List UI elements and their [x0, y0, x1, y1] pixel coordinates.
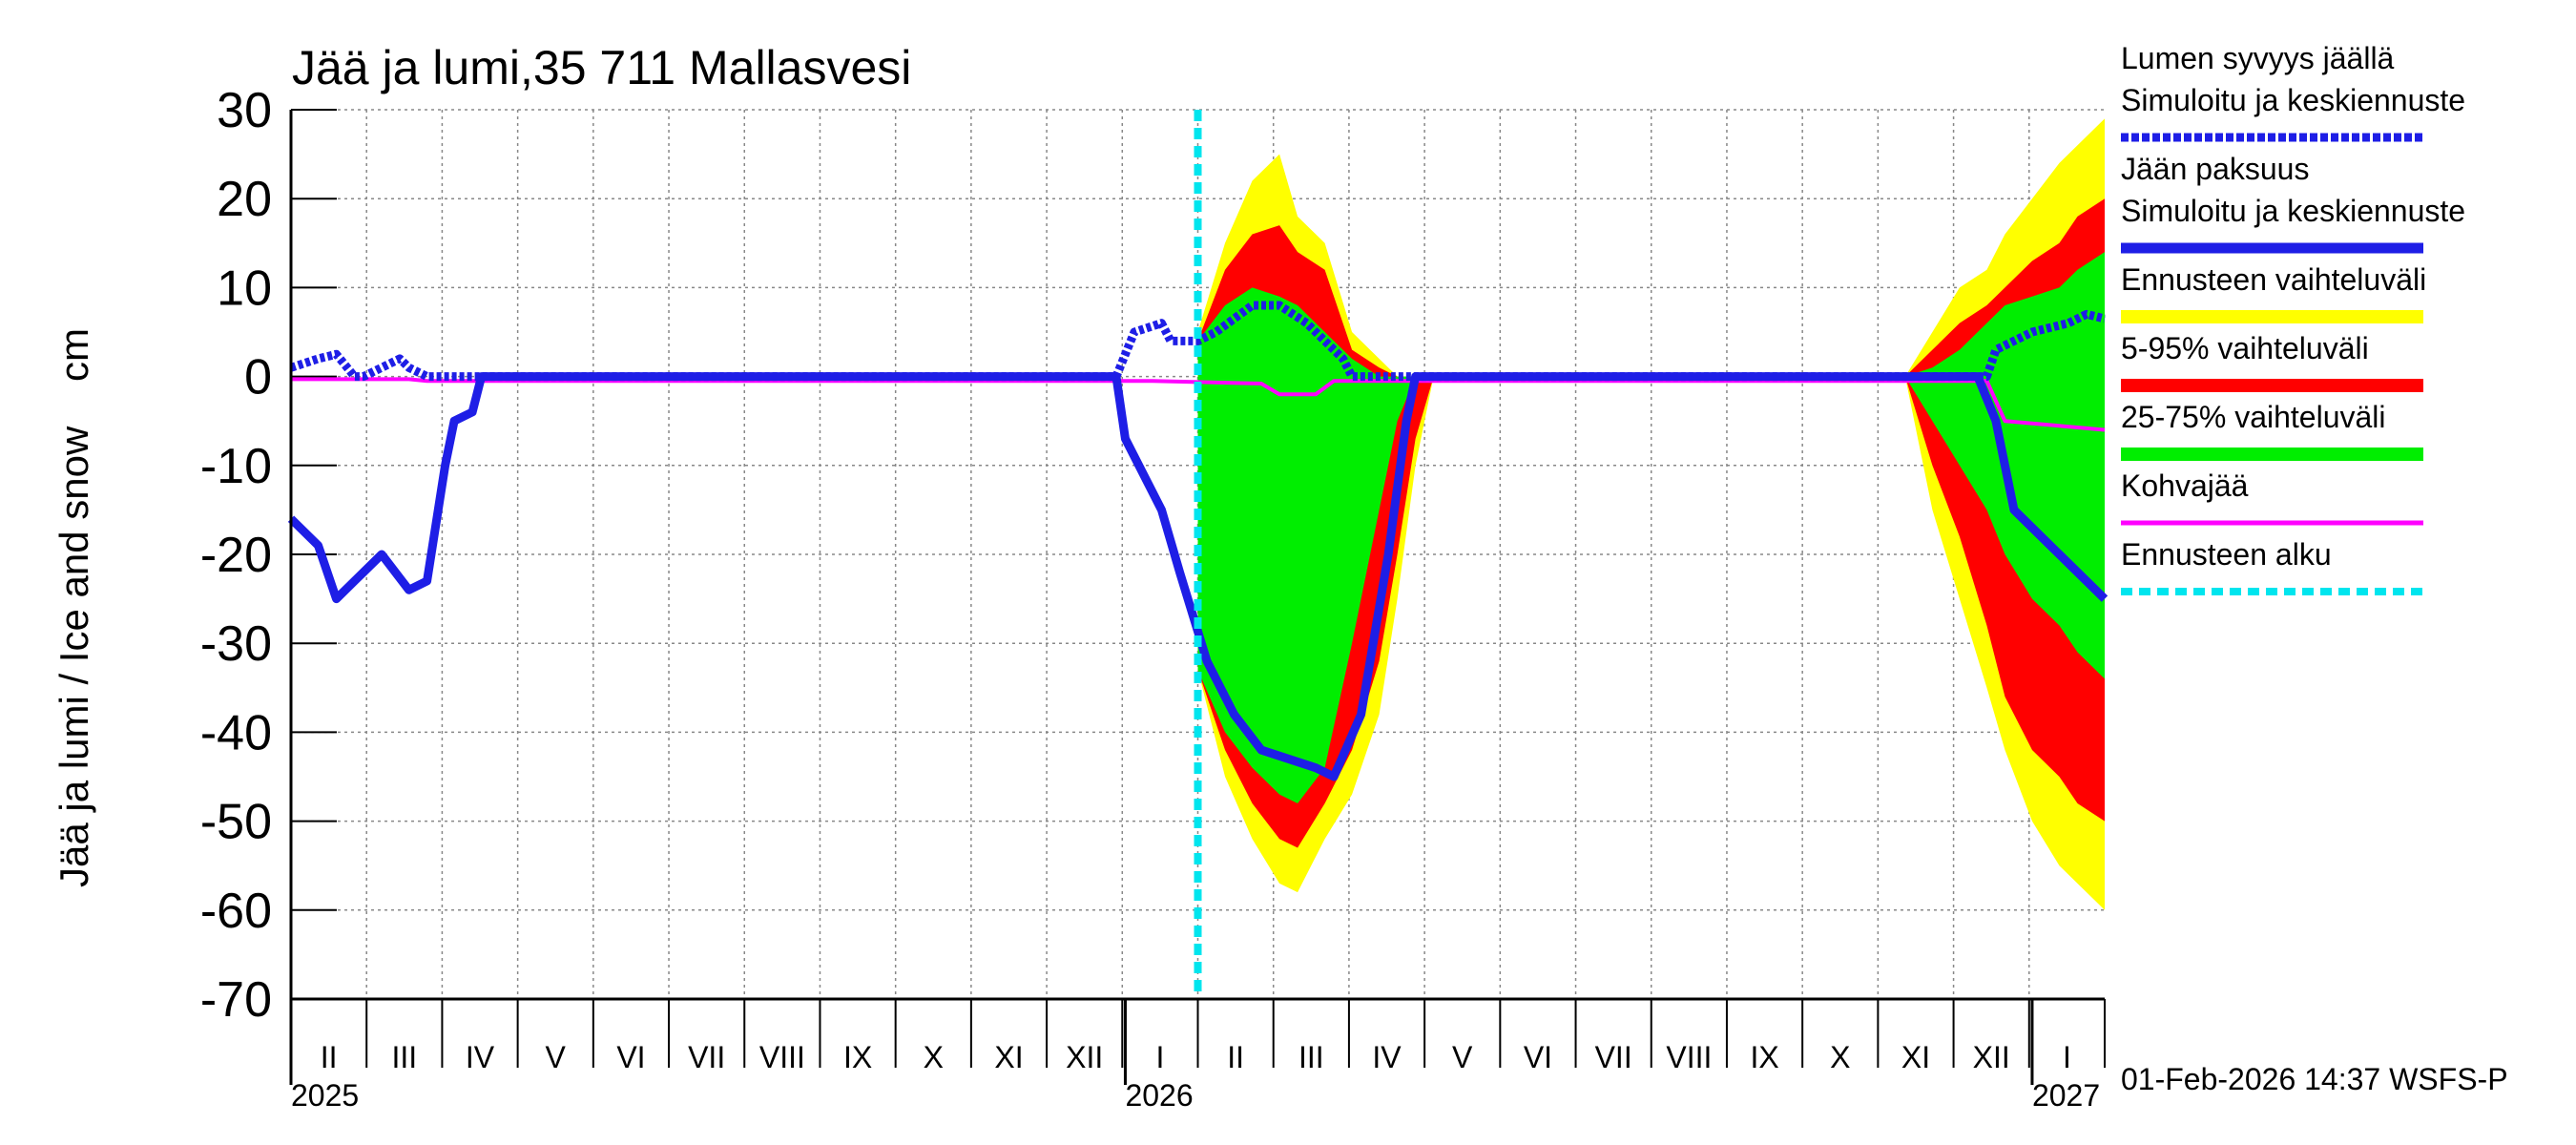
month-label: III	[391, 1040, 417, 1074]
legend-label: Ennusteen vaihteluväli	[2121, 262, 2426, 297]
chart-title: Jää ja lumi,35 711 Mallasvesi	[292, 41, 911, 94]
month-label: VII	[688, 1040, 725, 1074]
month-label: II	[321, 1040, 338, 1074]
series-line	[287, 372, 2109, 781]
legend-label: Kohvajää	[2121, 468, 2249, 503]
x-tick-label: 2025	[291, 1078, 359, 1113]
legend-label: Ennusteen alku	[2121, 537, 2332, 572]
legend-label: 5-95% vaihteluväli	[2121, 331, 2369, 365]
month-label: I	[1155, 1040, 1164, 1074]
month-label: XII	[1973, 1040, 2010, 1074]
month-label: XII	[1066, 1040, 1103, 1074]
month-label: V	[546, 1040, 567, 1074]
month-label: VI	[616, 1040, 645, 1074]
month-label: IV	[466, 1040, 495, 1074]
month-label: II	[1227, 1040, 1244, 1074]
month-label: VIII	[759, 1040, 805, 1074]
y-tick-label: -50	[200, 795, 272, 850]
y-tick-label: 10	[217, 260, 272, 316]
month-label: X	[924, 1040, 944, 1074]
series-line	[291, 377, 2106, 432]
y-tick-label: 30	[217, 83, 272, 138]
y-tick-label: -60	[200, 884, 272, 939]
month-label: XI	[1901, 1040, 1930, 1074]
month-label: III	[1298, 1040, 1324, 1074]
legend-label: 25-75% vaihteluväli	[2121, 400, 2386, 434]
legend-label: Jään paksuus	[2121, 152, 2309, 186]
month-label: IV	[1372, 1040, 1402, 1074]
x-tick-label: 2027	[2032, 1078, 2100, 1113]
y-tick-label: -70	[200, 972, 272, 1028]
footer: 01-Feb-2026 14:37 WSFS-P	[2121, 1062, 2508, 1096]
x-tick-label: 2026	[1125, 1078, 1193, 1113]
month-label: VII	[1595, 1040, 1632, 1074]
legend-label: Simuloitu ja keskiennuste	[2121, 194, 2465, 228]
month-label: XI	[994, 1040, 1023, 1074]
series-line	[289, 301, 2107, 382]
legend-label: Lumen syvyys jäällä	[2121, 41, 2395, 75]
month-label: X	[1830, 1040, 1850, 1074]
y-tick-label: -40	[200, 705, 272, 760]
y-axis-label: Jää ja lumi / Ice and snow cm	[52, 328, 96, 887]
month-label: VIII	[1666, 1040, 1712, 1074]
month-label: V	[1452, 1040, 1473, 1074]
y-tick-label: 0	[244, 350, 272, 406]
y-tick-label: 20	[217, 172, 272, 227]
y-tick-label: -10	[200, 439, 272, 494]
legend-label: Simuloitu ja keskiennuste	[2121, 83, 2465, 117]
month-label: IX	[1750, 1040, 1778, 1074]
y-tick-label: -20	[200, 528, 272, 583]
month-label: IX	[843, 1040, 872, 1074]
y-tick-label: -30	[200, 616, 272, 672]
month-label: I	[2063, 1040, 2071, 1074]
month-label: VI	[1524, 1040, 1552, 1074]
